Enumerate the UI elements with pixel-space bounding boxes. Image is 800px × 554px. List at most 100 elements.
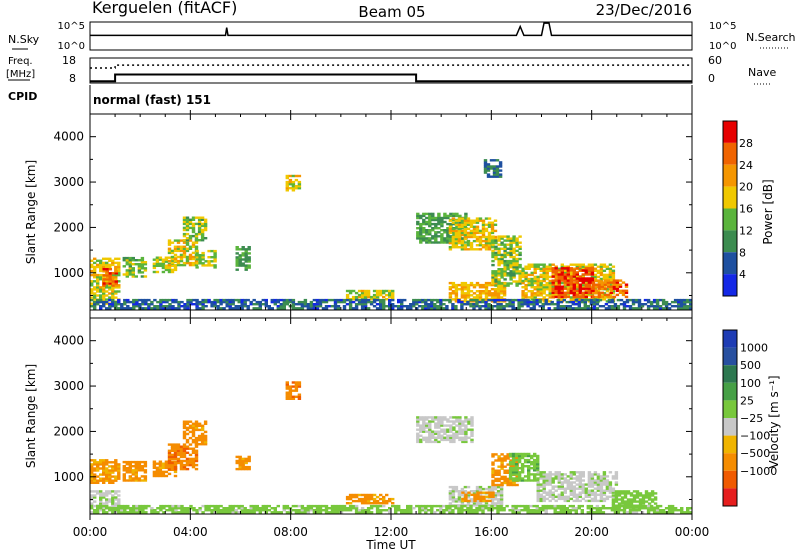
echo-cell — [509, 241, 513, 244]
echo-cell — [521, 292, 525, 295]
echo-cell — [108, 461, 112, 464]
echo-cell — [102, 268, 106, 271]
echo-cell — [375, 298, 380, 302]
echo-cell — [222, 307, 226, 310]
echo-cell — [93, 286, 97, 289]
echo-cell — [593, 288, 598, 291]
echo-cell — [466, 219, 471, 222]
echo-cell — [167, 467, 172, 471]
echo-cell — [90, 479, 94, 482]
echo-cell — [422, 231, 426, 234]
echo-cell — [460, 307, 464, 310]
echo-cell — [533, 265, 537, 268]
echo-cell — [487, 233, 492, 237]
echo-cell — [207, 256, 211, 259]
echo-cell — [584, 499, 588, 503]
echo-cell — [512, 268, 516, 271]
echo-cell — [276, 300, 280, 304]
echo-cell — [458, 220, 462, 224]
echo-cell — [294, 385, 299, 388]
echo-cell — [557, 495, 561, 498]
echo-cell — [132, 305, 136, 308]
nsky-tick-top: 10^5 — [58, 21, 85, 32]
echo-cell — [120, 305, 124, 308]
echo-cell — [506, 263, 510, 267]
echo-cell — [560, 497, 564, 501]
echo-cell — [430, 511, 434, 514]
echo-cell — [599, 485, 604, 488]
echo-cell — [536, 487, 540, 490]
echo-cell — [478, 219, 483, 222]
echo-cell — [489, 167, 494, 170]
echo-cell — [422, 420, 426, 423]
echo-cell — [581, 263, 585, 266]
echo-cell — [584, 493, 588, 496]
echo-cell — [141, 298, 145, 302]
echo-cell — [587, 485, 592, 488]
echo-cell — [460, 487, 465, 491]
echo-cell — [464, 436, 468, 439]
echo-cell — [581, 497, 585, 501]
echo-cell — [563, 479, 567, 482]
echo-cell — [161, 474, 166, 478]
echo-cell — [563, 487, 567, 490]
echo-cell — [518, 245, 522, 248]
echo-cell — [680, 298, 684, 302]
echo-cell — [493, 298, 497, 302]
echo-cell — [170, 268, 175, 272]
echo-cell — [449, 416, 453, 419]
echo-cell — [168, 307, 172, 310]
echo-cell — [451, 229, 456, 233]
echo-cell — [333, 507, 338, 510]
echo-cell — [357, 300, 362, 304]
echo-cell — [487, 237, 492, 241]
echo-cell — [457, 241, 462, 245]
echo-cell — [628, 298, 633, 302]
echo-cell — [587, 285, 592, 288]
echo-cell — [626, 502, 631, 505]
echo-cell — [285, 183, 289, 186]
echo-cell — [608, 263, 613, 266]
echo-cell — [551, 495, 555, 498]
echo-cell — [497, 239, 501, 242]
echo-cell — [174, 507, 178, 510]
echo-cell — [197, 443, 202, 446]
echo-cell — [424, 298, 428, 302]
echo-cell — [484, 296, 489, 299]
echo-cell — [538, 507, 542, 510]
echo-cell — [360, 300, 365, 304]
echo-cell — [231, 300, 235, 304]
echo-cell — [330, 511, 335, 514]
echo-cell — [536, 497, 540, 501]
echo-cell — [158, 462, 163, 465]
echo-cell — [152, 466, 157, 469]
echo-cell — [478, 307, 482, 310]
echo-cell — [584, 269, 588, 272]
echo-cell — [375, 495, 380, 499]
echo-cell — [490, 221, 495, 224]
echo-cell — [650, 494, 655, 497]
echo-cell — [201, 298, 205, 302]
echo-cell — [179, 463, 184, 467]
echo-cell — [451, 221, 456, 224]
echo-cell — [635, 494, 640, 497]
echo-cell — [182, 451, 187, 454]
echo-cell — [607, 300, 612, 304]
echo-cell — [415, 300, 419, 304]
echo-cell — [111, 259, 115, 262]
echo-cell — [616, 307, 621, 310]
echo-cell — [90, 477, 94, 480]
echo-cell — [492, 165, 497, 168]
echo-cell — [575, 273, 579, 276]
echo-cell — [494, 239, 498, 242]
echo-cell — [500, 237, 504, 240]
echo-cell — [469, 490, 474, 493]
echo-cell — [545, 275, 549, 279]
echo-cell — [506, 266, 510, 269]
range-tick-label: 1000 — [53, 470, 84, 484]
echo-cell — [297, 307, 302, 310]
echo-cell — [90, 502, 94, 505]
echo-cell — [434, 424, 438, 427]
echo-cell — [587, 473, 592, 476]
echo-cell — [478, 494, 483, 497]
